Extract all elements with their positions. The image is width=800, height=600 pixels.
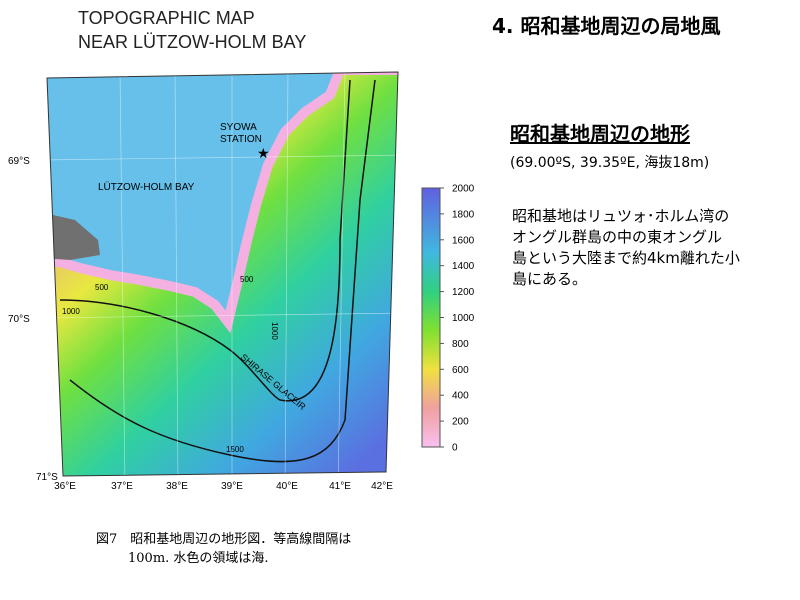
station-label: SYOWA <box>220 122 257 133</box>
contour <box>59 79 351 402</box>
bay-label: LÜTZOW-HOLM BAY <box>98 181 195 193</box>
latitude-label: 69°S <box>8 156 30 167</box>
contour-label: 500 <box>240 275 254 284</box>
map-area <box>47 72 398 476</box>
colorbar-label: 400 <box>452 391 469 402</box>
colorbar-label: 1600 <box>452 235 475 246</box>
slide-title: 4. 昭和基地周辺の局地風 <box>492 14 721 38</box>
longitude-label: 36°E <box>54 481 76 492</box>
colorbar-label: 0 <box>452 443 458 454</box>
coordinates: (69.00ºS, 39.35ºE, 海抜18m) <box>510 155 710 171</box>
ice-shelf <box>47 212 100 260</box>
body-text: 昭和基地はリュツォ･ホルム湾の オングル群島の中の東オングル 島という大陸まで約4k… <box>512 206 740 290</box>
longitude-label: 39°E <box>221 481 243 492</box>
station-marker: ★ <box>257 145 270 161</box>
map-frame <box>46 71 399 477</box>
latitude-label: 70°S <box>8 314 30 325</box>
contour-label: 1000 <box>270 322 279 340</box>
graticule <box>47 72 398 476</box>
longitude-label: 41°E <box>329 481 351 492</box>
colorbar-label: 2000 <box>452 184 475 195</box>
land <box>47 72 398 476</box>
map-title: TOPOGRAPHIC MAP <box>78 8 255 28</box>
station-label: STATION <box>220 134 262 145</box>
colorbar-label: 1000 <box>452 313 475 324</box>
map-title: NEAR LÜTZOW-HOLM BAY <box>78 32 306 52</box>
colorbar-label: 1200 <box>452 287 475 298</box>
colorbar-label: 200 <box>452 417 469 428</box>
caption-line: 100m. 水色の領域は海. <box>128 551 269 566</box>
colorbar-label: 800 <box>452 339 469 350</box>
body-line: 昭和基地はリュツォ･ホルム湾の <box>512 207 730 225</box>
colorbar-label: 1800 <box>452 209 475 220</box>
latitude-label: 71°S <box>36 472 58 483</box>
colorbar-label: 1400 <box>452 261 475 272</box>
longitude-label: 38°E <box>166 481 188 492</box>
longitude-label: 42°E <box>371 481 393 492</box>
longitude-label: 37°E <box>111 481 133 492</box>
body-line: 島という大陸まで約4km離れた小 <box>512 249 740 267</box>
section-heading: 昭和基地周辺の地形 <box>510 122 690 146</box>
colorbar-label: 600 <box>452 365 469 376</box>
colorbar <box>421 187 441 448</box>
caption: 図7 昭和基地周辺の地形図．等高線間隔は 100m. 水色の領域は海. <box>96 530 351 568</box>
caption-line: 図7 昭和基地周辺の地形図．等高線間隔は <box>96 532 352 547</box>
contour-label: 1000 <box>62 307 80 316</box>
longitude-label: 40°E <box>276 481 298 492</box>
body-line: 島にある。 <box>512 270 588 288</box>
contour-label: 500 <box>95 283 109 292</box>
contour-label: 1500 <box>226 445 244 454</box>
body-line: オングル群島の中の東オングル <box>512 228 723 246</box>
contour <box>69 79 376 463</box>
